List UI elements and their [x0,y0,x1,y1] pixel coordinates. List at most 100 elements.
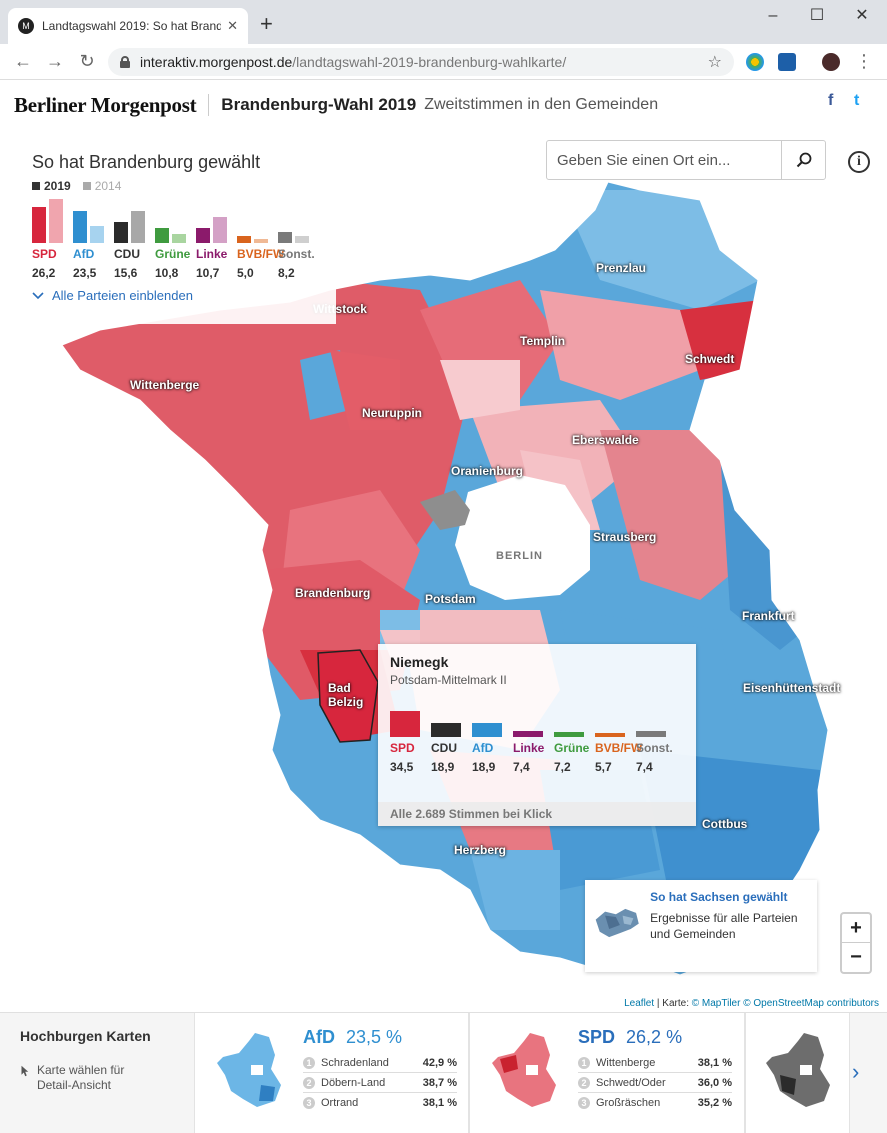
spd-rank-1[interactable]: 1 Wittenberge 38,1 % [578,1053,732,1073]
new-tab-button[interactable]: + [260,11,273,36]
zoom-out-button[interactable]: − [850,946,862,968]
window-close-button[interactable]: ✕ [855,7,869,24]
city-label-eisenhuettenstadt: Eisenhüttenstadt [743,681,841,695]
tooltip-party-1: CDU 18,9 [431,703,472,774]
strongholds-bar: Hochburgen Karten Karte wählen für Detai… [0,1012,887,1133]
party-value: 10,8 [155,266,179,280]
maximize-button[interactable]: ☐ [809,7,825,24]
party-bars [237,199,278,243]
city-label-oranienburg: Oranienburg [451,464,524,478]
spd-stronghold-card[interactable]: SPD 26,2 % 1 Wittenberge 38,1 % 2 Schwedt/O… [469,1013,745,1133]
party-bars [278,199,319,243]
highlighted-region-niemegk[interactable] [317,649,379,743]
info-icon[interactable]: i [848,151,870,173]
tooltip-party-bar [472,722,502,737]
spd-rank-3[interactable]: 3 Großräschen 35,2 % [578,1093,732,1113]
party-result-1[interactable]: AfD 23,5 [73,199,114,280]
city-label-herzberg: Herzberg [454,843,507,857]
leaflet-link[interactable]: Leaflet [624,998,655,1009]
city-label-bad: Bad [328,681,351,695]
party-name: Grüne [155,247,191,261]
party-result-0[interactable]: SPD 26,2 [32,199,73,280]
browser-tab[interactable]: M Landtagswahl 2019: So hat Brandenburg … [8,8,248,44]
city-label-schwedt: Schwedt [685,352,735,366]
address-bar[interactable]: interaktiv.morgenpost.de/landtagswahl-20… [108,48,734,76]
zoom-in-button[interactable]: + [842,914,870,943]
favicon-icon: M [18,18,34,34]
search-button[interactable] [781,141,825,179]
extension-2-icon[interactable] [778,53,796,71]
tooltip-party-bar-wrap [554,703,595,737]
afd-rank-1[interactable]: 1 Schradenland 42,9 % [303,1053,457,1073]
tooltip-party-2: AfD 18,9 [472,703,513,774]
facebook-icon[interactable]: f [828,92,834,109]
party-result-5[interactable]: BVB/FW 5,0 [237,199,284,280]
tooltip-party-6: Sonst. 7,4 [636,703,677,774]
bar-2019 [237,236,251,243]
twitter-icon[interactable]: t [854,92,860,109]
party-result-3[interactable]: Grüne 10,8 [155,199,196,280]
page-subtitle: Zweitstimmen in den Gemeinden [424,96,659,113]
bar-2014 [172,234,186,243]
maptiler-link[interactable]: © MapTiler [691,998,741,1009]
profile-avatar[interactable] [822,53,840,71]
brand-logo[interactable]: Berliner Morgenpost [14,92,197,117]
teaser-description: Ergebnisse für alle Parteien und Gemeind… [650,911,798,941]
city-label-strausberg: Strausberg [593,530,657,544]
party-value: 8,2 [278,266,295,280]
browser-menu-icon[interactable]: ⋮ [855,51,873,71]
tab-close-icon[interactable]: ✕ [227,18,238,33]
party-bars [32,199,73,243]
teaser-title[interactable]: So hat Sachsen gewählt [650,890,788,904]
afd-stronghold-card[interactable]: AfD 23,5 % 1 Schradenland 42,9 % 2 Döbern-L… [194,1013,469,1133]
search-icon [796,152,811,168]
forward-button[interactable]: → [46,51,64,71]
election-map[interactable]: BERLIN Wittstock Prenzlau Templin Schwed… [0,130,887,1012]
tooltip-party-value: 18,9 [472,760,496,774]
tooltip-district: Potsdam-Mittelmark II [390,673,507,687]
city-label-templin: Templin [520,334,566,348]
extension-icon[interactable] [746,53,764,71]
reload-button[interactable]: ↻ [79,51,95,71]
spd-rank-2[interactable]: 2 Schwedt/Oder 36,0 % [578,1073,732,1093]
saxony-map-thumbnail [595,908,639,938]
afd-rank-2[interactable]: 2 Döbern-Land 38,7 % [303,1073,457,1093]
spd-map-thumbnail [492,1033,556,1107]
back-button[interactable]: ← [14,51,32,71]
osm-link[interactable]: © OpenStreetMap contributors [743,998,879,1009]
place-search [546,140,826,180]
saxony-teaser[interactable]: So hat Sachsen gewählt Ergebnisse für al… [585,880,817,972]
search-input[interactable] [547,141,781,179]
bar-2014 [295,235,309,243]
party-result-4[interactable]: Linke 10,7 [196,199,237,280]
tooltip-party-4: Grüne 7,2 [554,703,595,774]
afd-map-thumbnail [217,1033,281,1107]
city-label-eberswalde: Eberswalde [572,433,639,447]
party-result-6[interactable]: Sonst. 8,2 [278,199,319,280]
tooltip-footer[interactable]: Alle 2.689 Stimmen bei Klick [378,802,696,826]
year-2014: 2014 [82,179,121,193]
tooltip-party-value: 7,4 [636,760,653,774]
legend-heading: So hat Brandenburg gewählt [32,152,261,172]
tooltip-party-name: SPD [390,741,415,755]
cdu-stronghold-card[interactable] [745,1013,850,1133]
party-result-2[interactable]: CDU 15,6 [114,199,155,280]
city-label-belzig: Belzig [328,695,364,709]
next-card-arrow-icon[interactable]: › [852,1059,860,1084]
afd-rank-3[interactable]: 3 Ortrand 38,1 % [303,1093,457,1113]
party-bars [114,199,155,243]
show-all-parties-button[interactable]: Alle Parteien einblenden [32,288,324,303]
lock-icon [120,56,130,68]
chevron-down-icon [32,291,44,299]
bookmark-star-icon[interactable]: ☆ [707,54,722,71]
city-label-wittenberge: Wittenberge [130,378,200,392]
bar-2014 [254,239,268,243]
party-bars [73,199,114,243]
minimize-button[interactable]: – [768,7,778,24]
tooltip-party-bar-wrap [472,703,513,737]
tooltip-party-results: SPD 34,5 CDU 18,9 AfD 18,9 Linke 7,4 Grüne 7,2 BVB… [390,703,684,774]
tooltip-party-bar-wrap [390,703,431,737]
tooltip-party-bar [431,722,461,737]
url-host: interaktiv.morgenpost.de [140,54,293,70]
party-name: AfD [73,247,95,261]
